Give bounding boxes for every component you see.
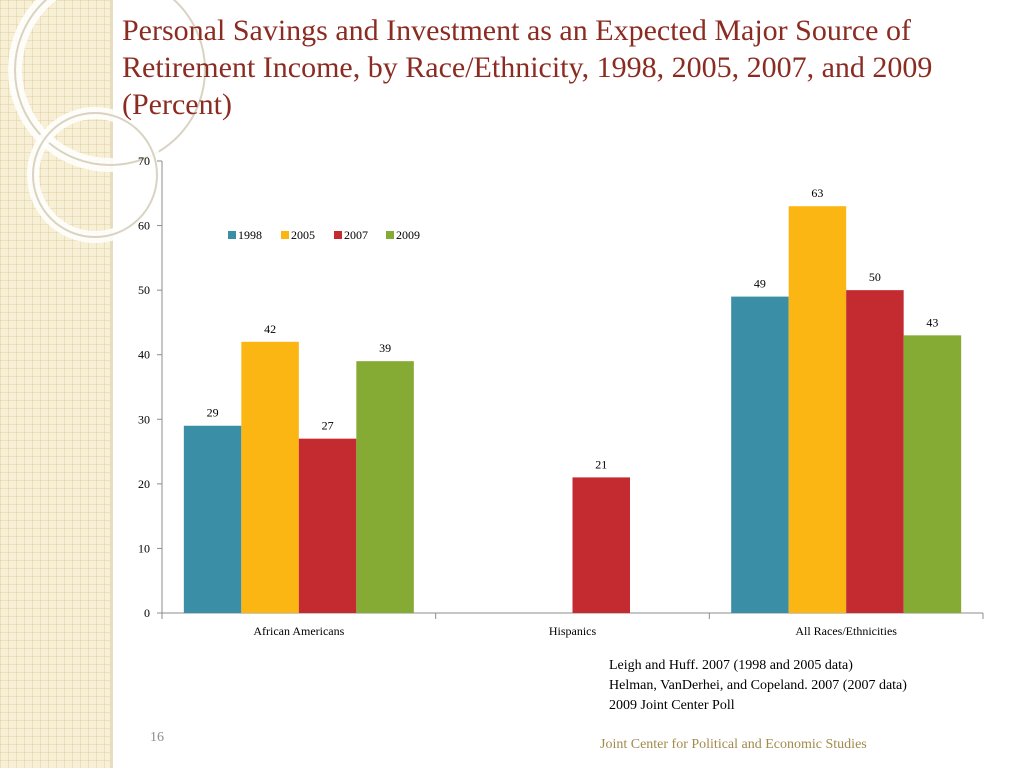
y-tick-label: 30 (138, 412, 150, 426)
source-notes: Leigh and Huff. 2007 (1998 and 2005 data… (609, 656, 907, 716)
slide-title: Personal Savings and Investment as an Ex… (122, 14, 933, 121)
legend-label: 2005 (291, 228, 315, 242)
x-axis: African Americans Hispanics All Races/Ethn… (161, 612, 984, 638)
data-label: 39 (379, 341, 391, 355)
bar (241, 341, 299, 613)
footer-organization: Joint Center for Political and Economic … (600, 737, 867, 752)
legend-label: 2009 (396, 228, 420, 242)
y-tick-label: 60 (138, 219, 150, 233)
bar (183, 425, 242, 613)
bars: 29 49 42 63 27 21 50 39 43 (183, 186, 962, 613)
data-label: 29 (207, 406, 219, 420)
slide-number: 16 (150, 730, 164, 745)
legend-swatch (334, 231, 342, 239)
y-tick-label: 40 (138, 348, 150, 362)
y-tick-label: 20 (138, 477, 150, 491)
x-tick-label: African Americans (253, 624, 344, 638)
y-tick-label: 50 (138, 283, 150, 297)
legend-swatch (228, 231, 236, 239)
y-tick-label: 10 (138, 541, 150, 555)
decorative-strip-edge (110, 0, 113, 768)
data-label: 43 (926, 315, 938, 329)
x-tick-label: All Races/Ethnicities (795, 624, 897, 638)
y-tick-label: 0 (144, 606, 150, 620)
source-note: Leigh and Huff. 2007 (1998 and 2005 data… (609, 658, 853, 673)
data-label: 49 (754, 277, 766, 291)
legend-label: 1998 (238, 228, 262, 242)
x-tick-label: Hispanics (549, 624, 597, 638)
bar (356, 361, 414, 613)
data-label: 50 (869, 270, 881, 284)
y-tick-label: 70 (138, 154, 150, 168)
legend-label: 2007 (344, 228, 368, 242)
legend-swatch (281, 231, 289, 239)
bar (298, 438, 357, 613)
legend: 1998 2005 2007 2009 (228, 228, 420, 242)
bar (903, 335, 962, 613)
source-note: Helman, VanDerhei, and Copeland. 2007 (2… (609, 678, 907, 693)
source-note: 2009 Joint Center Poll (609, 698, 735, 713)
bar (788, 206, 847, 613)
y-axis: 0 10 20 30 40 50 60 70 (138, 154, 163, 620)
data-label: 42 (264, 322, 276, 336)
bar (572, 477, 630, 613)
legend-swatch (386, 231, 394, 239)
data-label: 27 (322, 419, 334, 433)
data-label: 63 (811, 186, 823, 200)
bar (731, 296, 789, 613)
data-label: 21 (595, 457, 607, 471)
decorative-circles (8, 0, 212, 243)
bar (846, 290, 904, 613)
